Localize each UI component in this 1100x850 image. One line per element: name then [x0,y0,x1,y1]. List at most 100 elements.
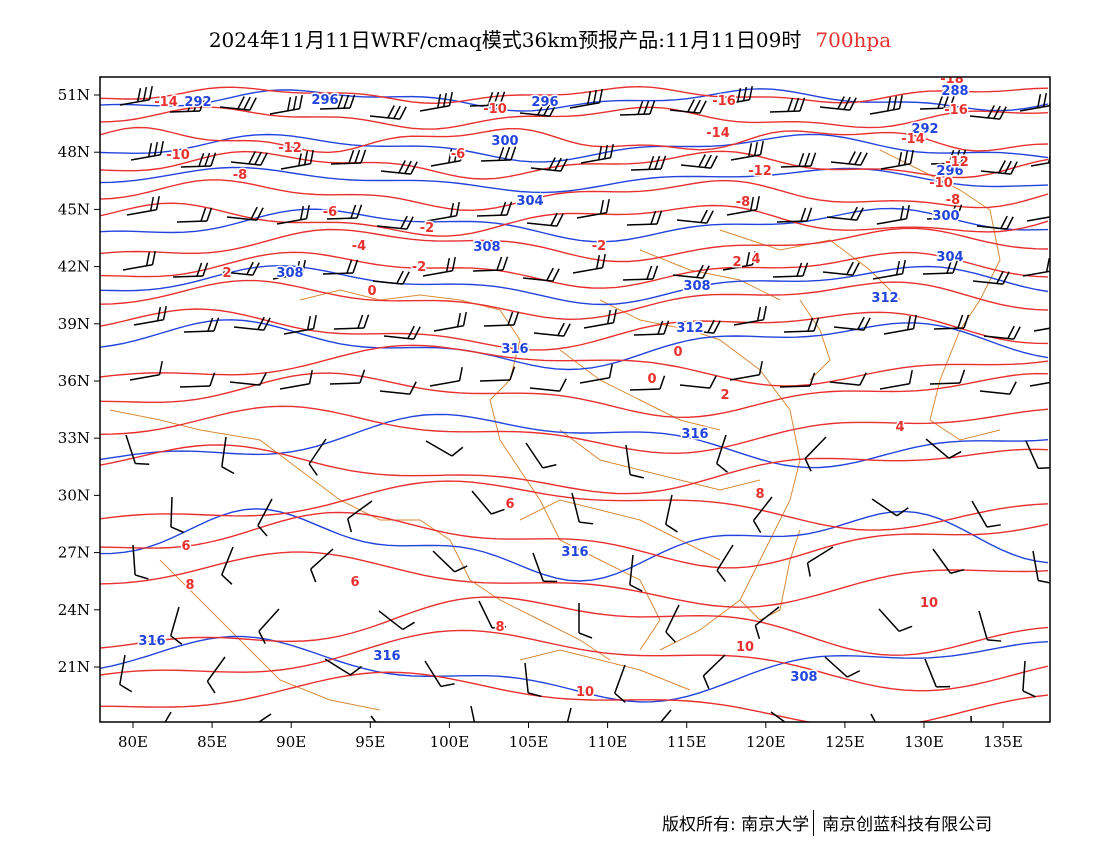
height-contour-label: 316 [501,342,528,357]
height-contour-label: 308 [276,266,303,281]
wind-barb [519,102,557,117]
temperature-contour-label: -14 [706,126,730,141]
title-text: 2024年11月11日WRF/cmaq模式36km预报产品:11月11日09时 [208,28,802,52]
temperature-contour-label: 4 [751,252,760,267]
wind-barb [716,434,729,473]
wind-barb [970,715,973,722]
wind-barb [269,94,303,115]
temperature-contour-label: 2 [222,266,231,281]
wind-barb [324,658,363,676]
wind-barb [972,270,1010,285]
wind-barb [257,498,273,537]
wind-barb [716,544,734,583]
temperature-contour-label: 6 [181,539,190,554]
wind-barb [929,369,966,385]
temperature-contour-label: -6 [323,205,337,220]
wind-barb [719,85,753,106]
wind-barb [919,94,956,110]
height-contour-label: 308 [473,240,500,255]
temperature-contour-label: 6 [350,575,359,590]
wind-barb [525,442,557,469]
lat-tick-label: 27N [58,544,90,562]
wind-barb [614,664,626,703]
wind-barb [879,369,913,390]
wind-barb [424,660,455,688]
wind-barb [880,149,914,170]
temperature-contour-label: -8 [946,193,960,208]
height-contour-label: 308 [683,279,710,294]
wind-barb [579,363,613,384]
wind-barb [619,100,656,116]
wind-barb [372,270,410,285]
wind-barb [932,548,965,574]
wind-barb [483,311,520,327]
lat-tick-label: 30N [58,486,90,504]
wind-barb [783,317,820,333]
temperature-contour [100,106,1049,130]
wind-barb [206,656,226,694]
temperature-contour [100,227,1049,263]
temperature-contour-label: -16 [944,103,968,118]
wind-barb [379,381,417,395]
wind-barb [672,264,710,279]
border-line [489,399,661,651]
temperature-contour-label: 10 [736,640,754,655]
wind-barb [676,209,714,224]
wind-barb [826,206,864,221]
temperature-contour [100,671,1049,722]
temperature-contour [100,251,1049,289]
wind-barb [669,99,707,114]
wind-barb [476,201,513,217]
wind-barb [829,372,867,386]
temperature-contour-label: 0 [647,372,656,387]
wind-barb [872,259,906,280]
wind-barb [804,436,827,472]
height-contour [100,264,1049,306]
temperature-contour-label: 0 [673,345,682,360]
wind-barb [380,160,418,175]
wind-barb [530,157,568,172]
lat-tick-label: 24N [58,601,90,619]
height-contour-label: 316 [373,649,400,664]
wind-barb [722,250,756,271]
wind-barb [883,314,917,335]
wind-barb [155,711,172,722]
height-contour [100,635,1049,703]
wind-barb [980,160,1018,175]
temperature-contour-label: 8 [185,578,194,593]
wind-barb [479,366,516,382]
lon-tick-label: 85E [197,733,227,751]
wind-barb [576,198,610,219]
wind-barb [170,606,183,645]
wind-barb [176,207,213,223]
wind-barb [871,498,909,517]
wind-barb [169,97,206,113]
temperature-contour-label: 4 [895,420,904,435]
wind-barb [1029,380,1050,387]
wind-barb [471,490,505,515]
wind-barb [347,500,373,533]
temperature-contour-label: -18 [940,72,964,87]
wind-barb [245,713,272,722]
temperature-contour-label: -14 [154,95,178,110]
wind-barb [679,375,717,389]
wind-barb [1032,550,1050,584]
temperature-contour-label: 0 [367,284,376,299]
wind-barb [633,320,670,336]
border-line [799,299,831,381]
copyright-text: 版权所有: 南京大学 [662,815,810,835]
height-contour-label: 312 [676,321,703,336]
wind-barb [133,305,167,326]
border-line [559,349,721,431]
wind-barb [876,204,910,225]
border-line [879,149,1001,441]
wind-barb [819,96,857,111]
temperature-contour-label: 2 [720,388,729,403]
wind-barb [172,262,209,278]
lon-tick-label: 125E [825,733,865,751]
wind-barb [779,372,816,388]
wind-barb [472,256,509,272]
wind-barb [222,261,260,276]
wind-barb [378,610,415,631]
wind-barb [370,715,391,722]
